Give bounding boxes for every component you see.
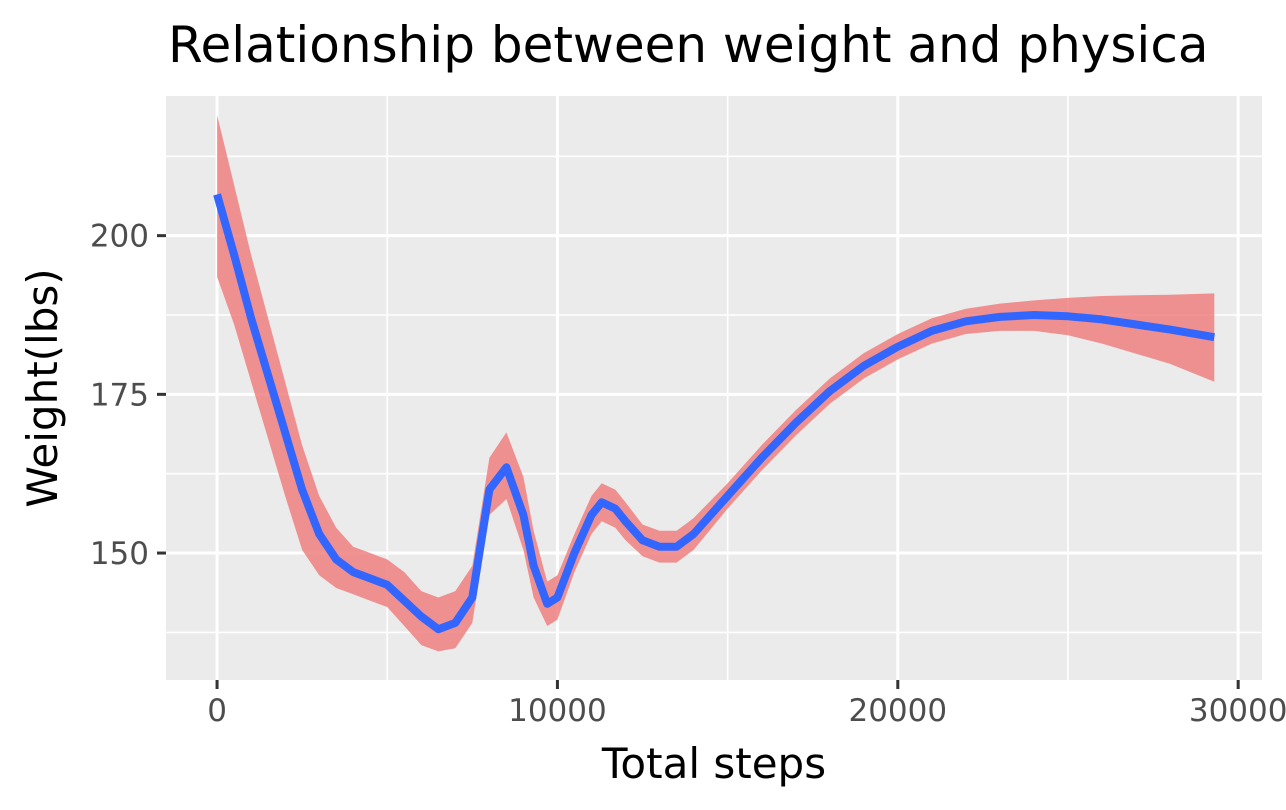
x-axis-label: Total steps (601, 739, 826, 788)
chart-title: Relationship between weight and physica (168, 16, 1208, 74)
minor-gridlines (166, 96, 1262, 680)
y-axis: 150 175 200 (90, 219, 166, 572)
x-tick-label: 30000 (1189, 693, 1286, 729)
x-tick-label: 20000 (848, 693, 947, 729)
plot-panel (166, 96, 1262, 680)
y-axis-label: Weight(lbs) (18, 268, 67, 507)
x-tick-label: 10000 (508, 693, 607, 729)
y-tick-label: 175 (90, 377, 149, 413)
y-tick-label: 200 (90, 219, 149, 255)
x-tick-label: 0 (207, 693, 227, 729)
smooth-trend-line (213, 193, 1215, 634)
y-tick-label: 150 (90, 536, 149, 572)
x-axis: 0 10000 20000 30000 (207, 680, 1286, 729)
